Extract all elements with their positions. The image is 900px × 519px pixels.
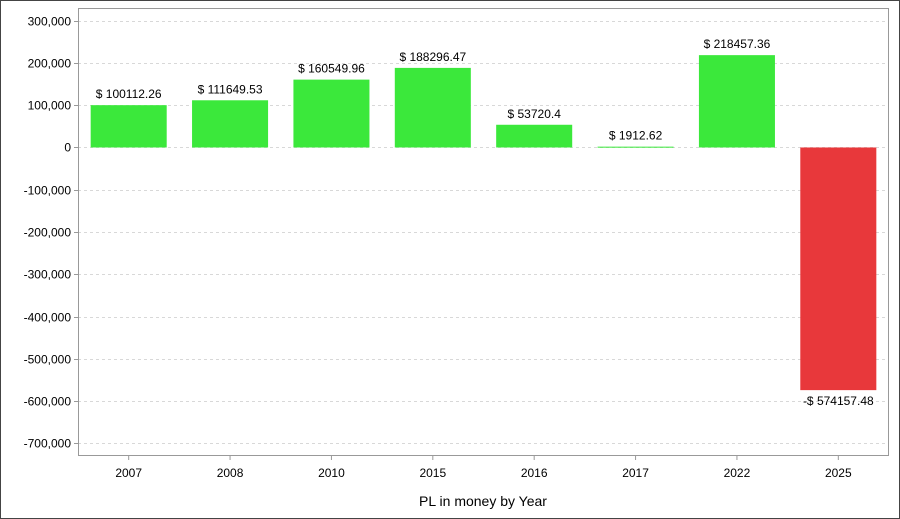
y-tick-label: 300,000 [28,15,72,29]
data-label: $ 218457.36 [704,37,771,51]
y-tick-label: -400,000 [24,311,72,325]
x-tick-label: 2017 [622,466,649,480]
y-tick-labels: 300,000 200,000 100,000 0 -100,000 -200,000 -3… [24,15,72,451]
x-tick-labels: 2007 2008 2010 2015 2016 2017 2022 2025 [115,466,852,480]
y-tick-label: 200,000 [28,57,72,71]
y-tick-label: 100,000 [28,99,72,113]
bar-2008 [192,100,269,148]
bars [90,55,877,391]
x-tick-label: 2007 [115,466,142,480]
data-label: $ 100112.26 [96,87,162,101]
x-axis-title: PL in money by Year [419,493,547,509]
bar-2025 [800,147,877,391]
x-tick-label: 2008 [217,466,244,480]
plot-border [78,8,889,456]
data-label: $ 188296.47 [399,50,466,64]
data-label: $ 53720.4 [507,107,561,121]
y-tick-label: -200,000 [24,226,72,240]
bar-2010 [293,79,370,148]
data-label: $ 160549.96 [298,62,365,76]
y-tick-label: -100,000 [24,184,72,198]
x-tick-label: 2025 [825,466,852,480]
y-tick-label: -700,000 [24,437,72,451]
x-tick-label: 2010 [318,466,345,480]
data-label: -$ 574157.48 [803,394,874,408]
data-labels: $ 100112.26 $ 111649.53 $ 160549.96 $ 18829… [96,37,874,408]
bar-2016 [496,124,573,148]
x-tick-label: 2016 [521,466,548,480]
axes [74,8,889,460]
data-label: $ 111649.53 [198,82,263,96]
x-tick-label: 2022 [724,466,751,480]
data-label: $ 1912.62 [609,129,663,143]
bar-2015 [394,67,471,148]
y-tick-label: 0 [64,141,71,155]
bar-2022 [698,55,775,148]
bar-2017 [597,146,674,148]
bar-2007 [90,105,167,148]
y-tick-label: -600,000 [24,395,72,409]
y-tick-label: -300,000 [24,268,72,282]
y-tick-label: -500,000 [24,353,72,367]
x-tick-label: 2015 [419,466,446,480]
